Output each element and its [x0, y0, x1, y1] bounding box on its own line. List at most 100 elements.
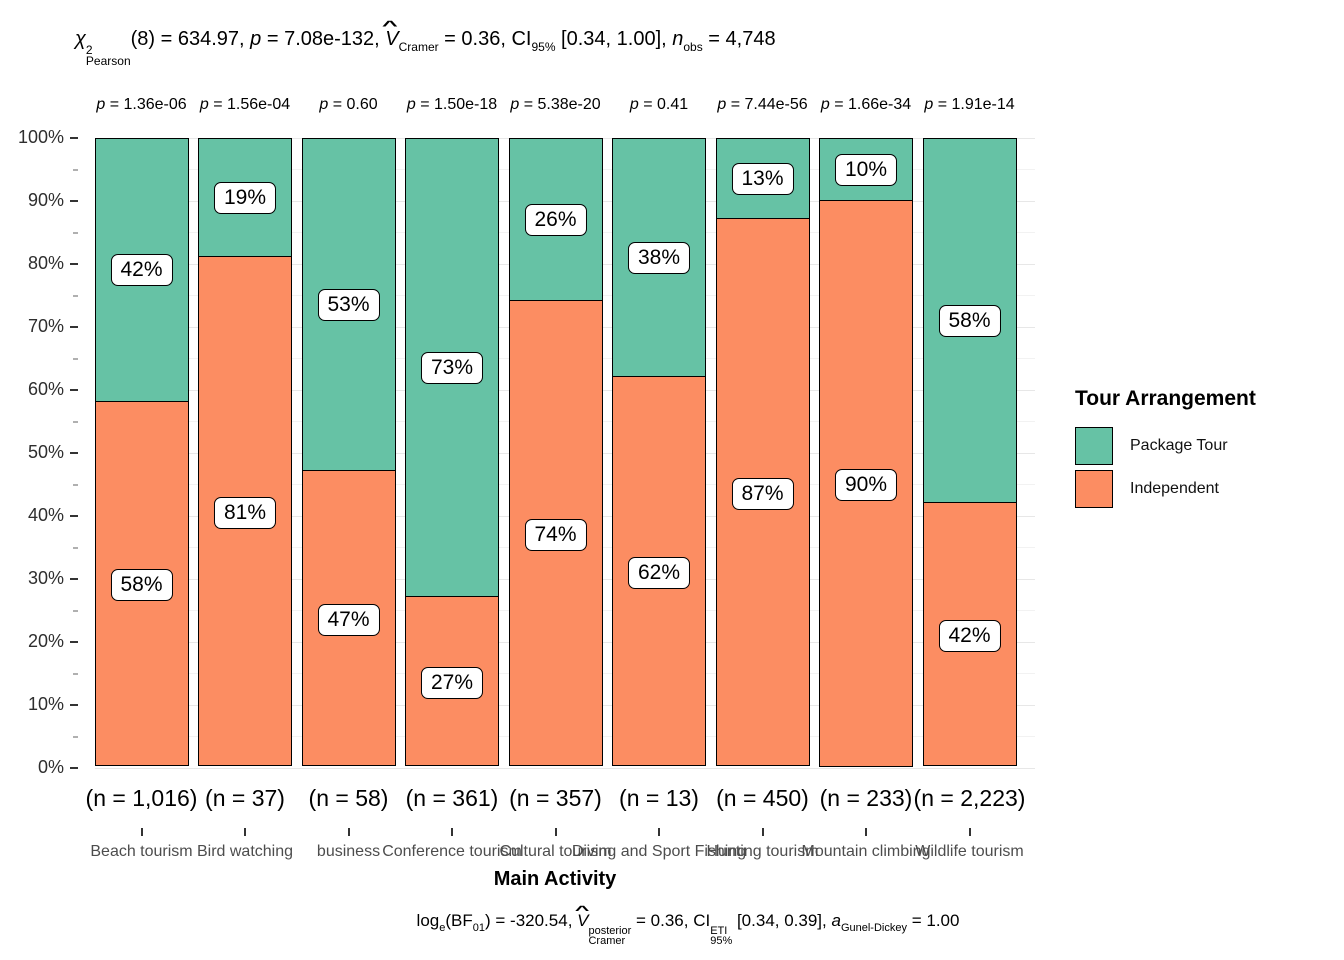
y-axis-tick — [70, 326, 78, 328]
y-axis-minor-tick — [73, 546, 78, 549]
bar-group — [198, 138, 292, 768]
percent-label-package-tour: 53% — [317, 288, 380, 321]
x-axis-tick — [761, 828, 764, 836]
p-value-label: p = 7.44e-56 — [717, 96, 808, 113]
percent-label-independent: 62% — [627, 556, 691, 589]
y-axis-tick-label: 50% — [27, 442, 64, 462]
x-axis-tick — [554, 828, 557, 836]
legend: Tour Arrangement Package Tour Independen… — [1075, 387, 1256, 513]
y-axis-tick-label: 70% — [27, 316, 64, 336]
percent-label-package-tour: 38% — [627, 241, 691, 274]
x-category-label: Hunting tourism — [706, 843, 819, 860]
percent-label-independent: 47% — [317, 603, 380, 636]
percent-label-independent: 74% — [524, 518, 587, 551]
y-axis-minor-tick — [73, 420, 78, 423]
bar-group — [715, 138, 810, 768]
y-axis-tick-label: 0% — [37, 757, 64, 777]
bar-group — [94, 138, 189, 768]
bar-group — [301, 138, 396, 768]
bar-group — [612, 138, 706, 768]
y-axis-tick-label: 10% — [27, 694, 64, 714]
x-axis-title: Main Activity — [493, 868, 617, 890]
y-axis-minor-tick — [73, 609, 78, 612]
legend-title: Tour Arrangement — [1075, 387, 1256, 410]
percent-label-independent: 81% — [213, 496, 277, 529]
x-category-label: Beach tourism — [90, 843, 193, 860]
y-axis-tick-label: 90% — [27, 190, 64, 210]
sample-size-label: (n = 58) — [308, 785, 389, 811]
y-axis-minor-tick — [73, 231, 78, 234]
y-axis-tick — [70, 704, 78, 706]
y-axis-tick-label: 30% — [27, 568, 64, 588]
p-value-label: p = 5.38e-20 — [510, 96, 601, 113]
stats-subtitle: χ 2 Pearson (8) = 634.97, p = 7.08e-132, ^ V… — [75, 18, 776, 68]
x-axis-tick — [865, 828, 867, 836]
percent-label-independent: 27% — [420, 666, 484, 699]
x-axis-tick — [968, 828, 971, 836]
percent-label-package-tour: 26% — [524, 203, 587, 236]
y-axis-tick-label: 100% — [17, 127, 64, 147]
x-axis-tick — [658, 828, 660, 836]
y-axis-tick-label: 80% — [27, 253, 64, 273]
x-axis-tick — [244, 828, 246, 836]
p-value-label: p = 1.66e-34 — [820, 96, 912, 113]
legend-item-package-tour: Package Tour — [1075, 427, 1256, 465]
x-category-label: Cultural tourism — [499, 843, 612, 860]
x-category-label: Wildlife tourism — [915, 843, 1024, 860]
sample-size-label: (n = 361) — [405, 785, 499, 811]
y-axis-minor-tick — [73, 357, 78, 360]
y-axis-tick — [70, 767, 78, 769]
gridline — [95, 767, 1035, 769]
sample-size-label: (n = 233) — [819, 785, 913, 811]
sample-size-label: (n = 2,223) — [913, 785, 1026, 811]
y-axis-minor-tick — [73, 735, 78, 738]
percent-label-package-tour: 10% — [834, 153, 898, 186]
bar-group — [922, 138, 1017, 768]
p-value-label: p = 1.36e-06 — [96, 96, 187, 113]
sample-size-label: (n = 37) — [205, 785, 285, 811]
y-axis-tick-label: 40% — [27, 505, 64, 525]
p-value-label: p = 0.41 — [629, 96, 689, 113]
percent-label-package-tour: 42% — [110, 254, 173, 287]
y-axis-tick-label: 60% — [27, 379, 64, 399]
y-axis-minor-tick — [73, 168, 78, 171]
y-axis-tick-label: 20% — [27, 631, 64, 651]
percent-label-package-tour: 73% — [420, 351, 484, 384]
chi-symbol: χ — [75, 28, 86, 50]
y-axis-minor-tick — [73, 483, 78, 486]
x-axis-tick — [347, 828, 350, 836]
percent-label-package-tour: 13% — [731, 162, 794, 195]
x-category-label: Conference tourism — [382, 843, 522, 860]
percent-label-package-tour: 58% — [938, 304, 1001, 337]
y-axis-tick — [70, 389, 78, 391]
x-category-label: business — [316, 843, 381, 860]
p-value-label: p = 1.91e-14 — [924, 96, 1015, 113]
y-axis-tick — [70, 452, 78, 454]
p-value-label: p = 0.60 — [319, 96, 378, 113]
y-axis-tick — [70, 578, 78, 580]
sample-size-label: (n = 13) — [619, 785, 699, 811]
y-axis-tick — [70, 200, 78, 202]
y-axis-tick — [70, 137, 78, 139]
percent-label-package-tour: 19% — [213, 181, 277, 214]
x-axis-tick — [451, 828, 453, 836]
y-axis-minor-tick — [73, 672, 78, 675]
sample-size-label: (n = 1,016) — [85, 785, 198, 811]
x-axis-tick — [140, 828, 143, 836]
p-value-label: p = 1.56e-04 — [199, 96, 291, 113]
y-axis-tick — [70, 641, 78, 643]
p-value-label: p = 1.50e-18 — [406, 96, 498, 113]
v-cramer-posterior-hat: ^ V — [574, 903, 590, 930]
y-axis-minor-tick — [73, 294, 78, 297]
x-category-label: Bird watching — [196, 843, 294, 860]
percent-label-independent: 90% — [834, 468, 898, 501]
chi-supsub: 2 Pearson — [85, 43, 131, 68]
percent-label-independent: 87% — [731, 477, 794, 510]
legend-swatch-package-tour — [1075, 427, 1113, 465]
sample-size-label: (n = 450) — [716, 785, 809, 811]
v-cramer-hat: ^ V — [382, 18, 399, 50]
x-category-label: Mountain climbing — [801, 843, 931, 860]
legend-swatch-independent — [1075, 470, 1113, 508]
